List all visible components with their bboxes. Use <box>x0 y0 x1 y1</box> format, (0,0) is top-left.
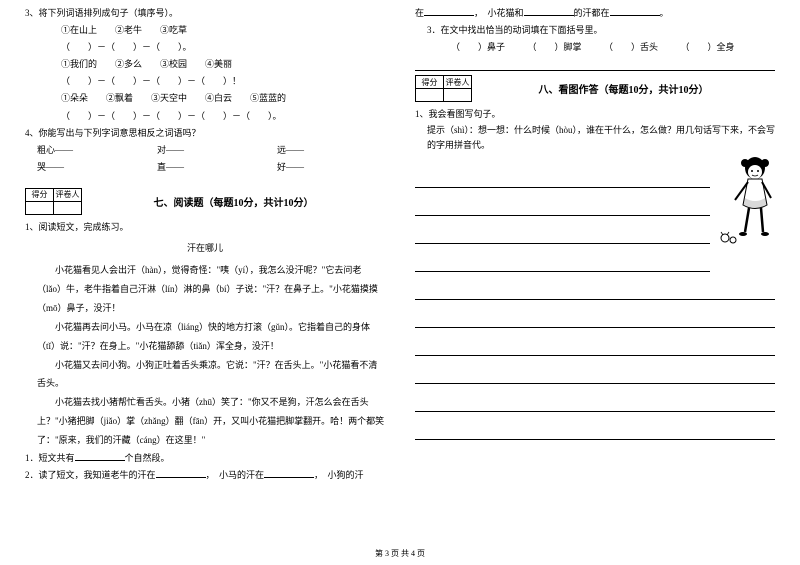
q4-row2: 哭—— 直—— 好—— <box>25 159 385 176</box>
ant5: 直—— <box>157 159 277 176</box>
followup-2: 2．读了短文，我知道老牛的汗在 ， 小马的汗在 ， 小狗的汗 <box>25 467 385 484</box>
q3-row1: ①在山上 ②老牛 ③吃草 <box>25 22 385 39</box>
score-table-8: 得分评卷人 <box>415 75 472 102</box>
score-label: 得分 <box>416 76 444 89</box>
girl-illustration-icon <box>713 150 783 250</box>
f2a: 2．读了短文，我知道老牛的汗在 <box>25 470 156 480</box>
c1d: 。 <box>660 8 669 18</box>
passage-p4: 小花猫去找小猪帮忙看舌头。小猪（zhū）笑了："你又不是狗，汗怎么会在舌头上？"… <box>25 393 385 450</box>
score-cell <box>416 89 444 102</box>
passage-p1: 小花猫看见人会出汗（hàn），觉得奇怪："咦（yí），我怎么没汗呢？"它去问老（… <box>25 261 385 318</box>
right-column: 在 ， 小花猫和 的汗都在 。 3．在文中找出恰当的动词填在下面括号里。 （ ）鼻子 … <box>415 5 775 530</box>
section7-title: 七、阅读题（每题10分，共计10分） <box>82 188 385 209</box>
right-q3-opts: （ ）鼻子 （ ）脚掌 （ ）舌头 （ ）全身 <box>415 39 775 56</box>
grader-label: 评卷人 <box>54 188 82 201</box>
blank <box>424 6 474 16</box>
f1b: 个自然段。 <box>125 453 170 463</box>
writing-line <box>415 384 775 412</box>
ant1: 粗心—— <box>37 142 157 159</box>
blank <box>524 6 574 16</box>
writing-line <box>415 356 775 384</box>
q3-blank3: （ ）－（ ）－（ ）－（ ）－（ ）。 <box>25 108 385 125</box>
reading-q1: 1、阅读短文，完成练习。 <box>25 219 385 236</box>
blank <box>75 451 125 461</box>
followup-1: 1．短文共有 个自然段。 <box>25 450 385 467</box>
c1c: 的汗都在 <box>574 8 610 18</box>
writing-line <box>415 412 775 440</box>
passage-p3: 小花猫又去问小狗。小狗正吐着舌头乘凉。它说："汗？在舌头上。"小花猫看不清舌头。 <box>25 356 385 394</box>
score-table-7: 得分评卷人 <box>25 188 82 215</box>
write-q1: 1、我会看图写句子。 <box>415 106 775 123</box>
f2c: ， 小狗的汗 <box>314 470 364 480</box>
blank <box>156 468 206 478</box>
write-hint: 提示（shì）：想一想：什么时候（hòu），谁在干什么，怎么做？用几句话写下来，… <box>415 123 775 152</box>
writing-line <box>415 272 775 300</box>
writing-area <box>415 160 775 440</box>
c1a: 在 <box>415 8 424 18</box>
writing-line <box>415 244 710 272</box>
passage-p2: 小花猫再去问小马。小马在凉（liáng）快的地方打滚（gǔn）。它指着自己的身体… <box>25 318 385 356</box>
q3-row2: ①我们的 ②多么 ③校园 ④美丽 <box>25 56 385 73</box>
section8-header: 得分评卷人 八、看图作答（每题10分，共计10分） <box>415 75 775 102</box>
page-footer: 第 3 页 共 4 页 <box>0 548 800 559</box>
blank <box>610 6 660 16</box>
right-q3: 3．在文中找出恰当的动词填在下面括号里。 <box>415 22 775 39</box>
page-columns: 3、将下列词语排列成句子（填序号）。 ①在山上 ②老牛 ③吃草 （ ）－（ ）－… <box>25 5 775 530</box>
continuation: 在 ， 小花猫和 的汗都在 。 <box>415 5 775 22</box>
f2b: ， 小马的汗在 <box>206 470 265 480</box>
score-label: 得分 <box>26 188 54 201</box>
writing-line <box>415 160 710 188</box>
grader-cell <box>444 89 472 102</box>
f1a: 1．短文共有 <box>25 453 75 463</box>
passage-title: 汗在哪儿 <box>25 240 385 257</box>
q3-blank2: （ ）－（ ）－（ ）－（ ）！ <box>25 73 385 90</box>
ant4: 哭—— <box>37 159 157 176</box>
divider <box>415 70 775 71</box>
writing-line <box>415 300 775 328</box>
score-cell <box>26 201 54 214</box>
grader-label: 评卷人 <box>444 76 472 89</box>
q3-blank1: （ ）－（ ）－（ ）。 <box>25 39 385 56</box>
grader-cell <box>54 201 82 214</box>
q4: 4、你能写出与下列字词意思相反之词语吗？ <box>25 125 385 142</box>
section7-header: 得分评卷人 七、阅读题（每题10分，共计10分） <box>25 188 385 215</box>
q4-row1: 粗心—— 对—— 远—— <box>25 142 385 159</box>
q3-row3: ①朵朵 ②飘着 ③天空中 ④白云 ⑤蓝蓝的 <box>25 90 385 107</box>
q3: 3、将下列词语排列成句子（填序号）。 <box>25 5 385 22</box>
blank <box>264 468 314 478</box>
ant2: 对—— <box>157 142 277 159</box>
writing-line <box>415 216 710 244</box>
section8-title: 八、看图作答（每题10分，共计10分） <box>472 75 775 96</box>
ant6: 好—— <box>277 159 304 176</box>
writing-line <box>415 188 710 216</box>
ant3: 远—— <box>277 142 304 159</box>
left-column: 3、将下列词语排列成句子（填序号）。 ①在山上 ②老牛 ③吃草 （ ）－（ ）－… <box>25 5 385 530</box>
c1b: ， 小花猫和 <box>474 8 524 18</box>
writing-line <box>415 328 775 356</box>
